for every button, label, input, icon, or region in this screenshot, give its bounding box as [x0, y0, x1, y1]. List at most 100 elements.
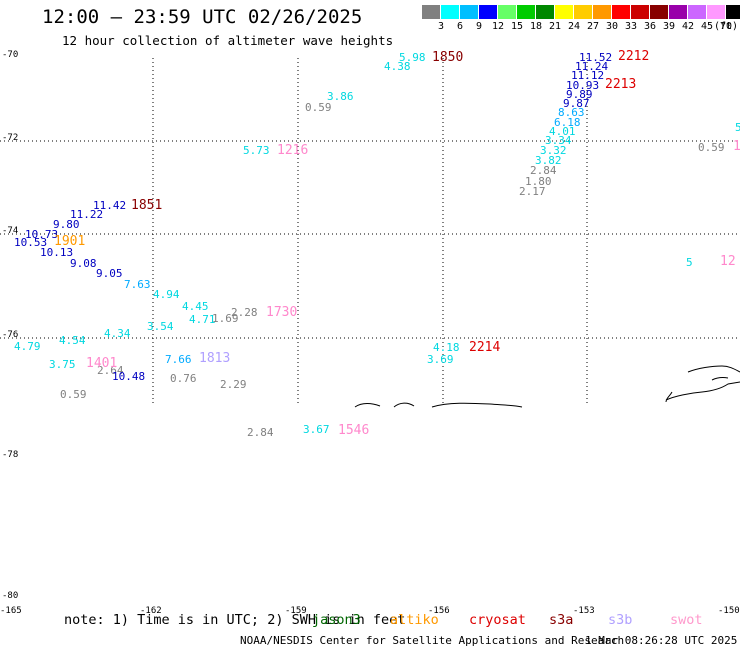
footer-credit: NOAA/NESDIS Center for Satellite Applica…	[240, 634, 625, 647]
wave-height-value: 8.63	[558, 106, 585, 119]
wave-height-value: 2.64	[97, 364, 124, 377]
legend-swatch	[688, 5, 707, 19]
wave-height-value: 5.73	[243, 144, 270, 157]
legend-swatch	[707, 5, 726, 19]
legend-swatch	[422, 5, 441, 19]
wave-height-value: 4.94	[153, 288, 180, 301]
color-scale-legend	[422, 5, 740, 19]
wave-height-value: 9.08	[70, 257, 97, 270]
wave-height-value: 11.22	[70, 208, 104, 221]
lon-label: -162	[140, 606, 162, 616]
legend-swatch	[650, 5, 669, 19]
wave-height-value: 2.17	[519, 185, 546, 198]
wave-height-value: 4.79	[14, 340, 41, 353]
wave-height-value: 5	[686, 256, 693, 269]
legend-swatch	[612, 5, 631, 19]
wave-height-value: 10.93	[566, 79, 600, 92]
footnote: note: 1) Time is in UTC; 2) SWH is in fe…	[64, 612, 406, 628]
legend-swatch	[479, 5, 498, 19]
legend-label: 24	[567, 21, 581, 32]
wave-height-value: 3.67	[303, 423, 330, 436]
wave-height-value: 4.34	[104, 327, 131, 340]
satellite-label-s3a: s3a	[549, 612, 574, 628]
lon-label: -156	[428, 606, 450, 616]
legend-swatch	[460, 5, 479, 19]
lat-label: -74	[2, 226, 19, 236]
page-title: 12:00 – 23:59 UTC 02/26/2025	[42, 6, 363, 28]
satellite-label-altiko: altiko	[390, 612, 439, 628]
wave-height-value: 3.54	[147, 320, 174, 333]
footer-timestamp: 1 Mar 08:26:28 UTC 2025	[585, 634, 738, 647]
wave-height-value: 0.59	[305, 101, 332, 114]
wave-height-value: 10.73	[25, 228, 59, 241]
wave-height-value: 5.12	[735, 121, 740, 134]
wave-height-value: 0.59	[60, 388, 87, 401]
legend-label: 70	[719, 21, 733, 32]
legend-swatch	[574, 5, 593, 19]
wave-height-value: 5.98	[399, 51, 426, 64]
legend-swatch	[536, 5, 555, 19]
wave-height-value: 11.24	[575, 60, 609, 73]
satellite-label-cryosat: cryosat	[469, 612, 526, 628]
pass-time-label: 1901	[54, 234, 86, 249]
lat-label: -72	[2, 133, 19, 143]
wave-height-value: 11.42	[93, 199, 127, 212]
wave-height-value: 3.32	[540, 144, 567, 157]
coastline-shape	[354, 365, 740, 408]
pass-time-label: 1216	[277, 143, 309, 158]
wave-height-value: 9.89	[566, 88, 593, 101]
legend-label: 27	[586, 21, 600, 32]
satellite-label-s3b: s3b	[608, 612, 633, 628]
pass-time-label: 1730	[266, 305, 298, 320]
wave-height-value: 4.01	[549, 125, 576, 138]
legend-label: 18	[529, 21, 543, 32]
lon-label: -165	[0, 606, 22, 616]
wave-height-value: 11.12	[571, 69, 605, 82]
wave-height-value: 3.34	[545, 134, 572, 147]
pass-time-label: 2212	[618, 49, 650, 64]
legend-label: 45	[700, 21, 714, 32]
wave-height-value: 9.80	[53, 218, 80, 231]
wave-height-value: 2.28	[231, 306, 258, 319]
legend-label: 15	[510, 21, 524, 32]
wave-height-value: 11.52	[579, 51, 613, 64]
wave-height-value: 3.69	[427, 353, 454, 366]
lat-label: -76	[2, 330, 19, 340]
legend-swatch	[517, 5, 536, 19]
legend-unit: (ft)	[714, 21, 739, 32]
pass-time-label: 1813	[199, 351, 231, 366]
pass-time-label: 1546	[338, 423, 370, 438]
legend-swatch	[631, 5, 650, 19]
satellite-label-jason3: jason3	[312, 612, 361, 628]
pass-time-label: 2214	[469, 340, 501, 355]
wave-height-value: 4.54	[59, 334, 86, 347]
wave-height-value: 1.69	[212, 312, 239, 325]
legend-swatch	[726, 5, 740, 19]
wave-height-value: 0.59	[698, 141, 725, 154]
legend-label: 6	[456, 21, 464, 32]
pass-time-label: 1850	[432, 50, 464, 65]
lat-label: -80	[2, 591, 19, 601]
wave-height-value: 4.38	[384, 60, 411, 73]
wave-height-value: 2.84	[530, 164, 557, 177]
wave-height-value: 7.66	[165, 353, 192, 366]
lat-label: -78	[2, 450, 19, 460]
wave-height-value: 10.13	[40, 246, 74, 259]
legend-swatch	[593, 5, 612, 19]
pass-time-label: 12	[720, 254, 736, 269]
pass-time-label: 2213	[605, 77, 637, 92]
wave-height-value: 10.48	[112, 370, 146, 383]
legend-label: 21	[548, 21, 562, 32]
lon-label: -150	[718, 606, 740, 616]
legend-label: 9	[475, 21, 483, 32]
lon-label: -159	[285, 606, 307, 616]
wave-height-value: 3.75	[49, 358, 76, 371]
pass-time-label: 1	[733, 139, 740, 154]
wave-height-value: 2.29	[220, 378, 247, 391]
legend-label: 39	[662, 21, 676, 32]
legend-label: 42	[681, 21, 695, 32]
legend-label: 36	[643, 21, 657, 32]
legend-swatch	[441, 5, 460, 19]
